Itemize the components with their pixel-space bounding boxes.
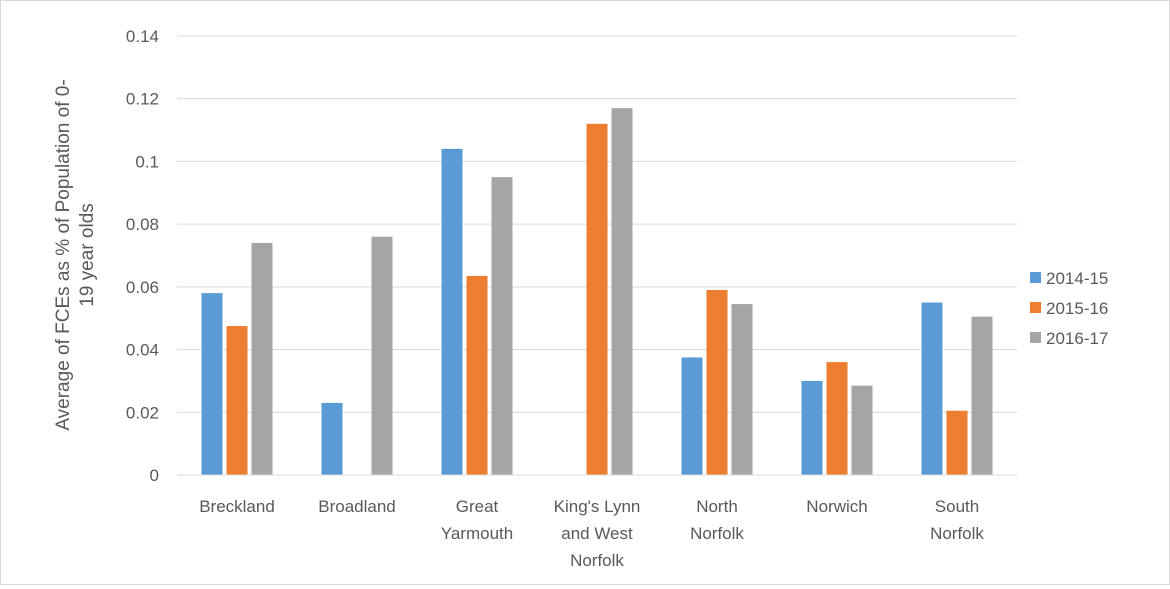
- y-tick-label: 0.1: [135, 152, 159, 171]
- bar-2015-16: [826, 362, 848, 475]
- y-tick-label: 0.08: [126, 215, 159, 234]
- legend-label: 2015-16: [1046, 299, 1108, 318]
- bar-2015-16: [226, 326, 248, 475]
- bar-2014-15: [921, 302, 943, 475]
- y-tick-label: 0.14: [126, 27, 159, 46]
- bar-2016-17: [851, 385, 873, 475]
- y-tick-label: 0.04: [126, 341, 159, 360]
- y-tick-label: 0.12: [126, 90, 159, 109]
- bar-2014-15: [801, 380, 823, 475]
- x-tick-label: King's Lynn and West Norfolk: [554, 497, 641, 570]
- y-tick-label: 0.02: [126, 403, 159, 422]
- x-tick-label: North Norfolk: [690, 497, 744, 543]
- legend-label: 2014-15: [1046, 269, 1108, 288]
- legend: 2014-15 2015-16 2016-17: [1030, 269, 1108, 348]
- bar-2016-17: [491, 177, 513, 475]
- legend-swatch-2014-15: [1030, 272, 1041, 283]
- bar-2015-16: [466, 275, 488, 475]
- bar-2016-17: [731, 304, 753, 475]
- legend-swatch-2015-16: [1030, 302, 1041, 313]
- bar-2016-17: [371, 236, 393, 475]
- x-tick-label: Broadland: [318, 497, 396, 516]
- bar-2016-17: [251, 242, 273, 475]
- bar-2014-15: [201, 293, 223, 475]
- x-tick-label: Norwich: [806, 497, 867, 516]
- bar-2015-16: [706, 289, 728, 475]
- y-axis-ticks: 0 0.02 0.04 0.06 0.08 0.1 0.12 0.14: [126, 27, 159, 485]
- category-labels: Breckland Broadland Great Yarmouth King's Ly…: [199, 497, 984, 570]
- y-axis-label: Average of FCEs as % of Population of 0-…: [53, 79, 98, 430]
- bar-2014-15: [681, 357, 703, 475]
- y-tick-label: 0.06: [126, 278, 159, 297]
- y-tick-label: 0: [150, 466, 159, 485]
- legend-swatch-2016-17: [1030, 332, 1041, 343]
- bars: [201, 108, 993, 476]
- legend-label: 2016-17: [1046, 329, 1108, 348]
- bar-2016-17: [971, 316, 993, 475]
- bar-2014-15: [441, 148, 463, 475]
- x-tick-label: South Norfolk: [930, 497, 984, 543]
- bar-2014-15: [321, 402, 343, 475]
- x-tick-label: Great Yarmouth: [441, 497, 513, 543]
- bar-2016-17: [611, 108, 633, 475]
- x-tick-label: Breckland: [199, 497, 275, 516]
- bar-2015-16: [586, 123, 608, 476]
- bar-2015-16: [946, 410, 968, 475]
